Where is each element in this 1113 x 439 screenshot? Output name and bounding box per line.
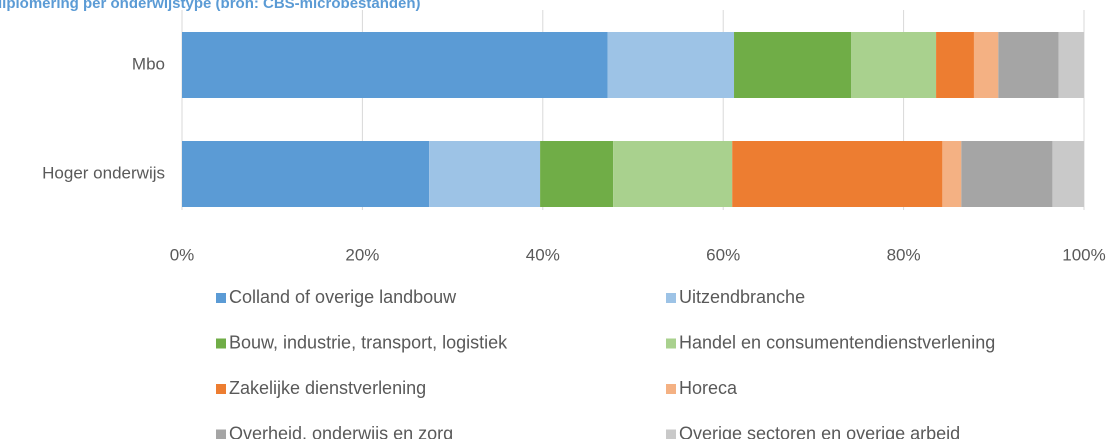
legend-label: Zakelijke dienstverlening [229,378,426,398]
x-tick-label: 80% [887,245,921,264]
x-tick-label: 0% [170,245,195,264]
y-tick-label: Hoger onderwijs [42,163,165,182]
bar-segment [182,141,430,207]
legend-label: Handel en consumentendienstverlening [679,332,995,352]
bar-segment [540,141,614,207]
legend-marker [666,429,676,439]
bar-segment [851,32,937,98]
bar-segment [1058,32,1084,98]
bar-segment [961,141,1053,207]
x-tick-label: 40% [526,245,560,264]
legend-label: Uitzendbranche [679,287,805,307]
bar-segment [942,141,962,207]
legend-label: Horeca [679,378,738,398]
legend-marker [666,384,676,394]
legend-label: Bouw, industrie, transport, logistiek [229,332,508,352]
legend-label: Colland of overige landbouw [229,287,457,307]
legend-marker [216,429,226,439]
legend-marker [216,293,226,303]
bar-segment [182,32,608,98]
legend-label: Overige sectoren en overige arbeid [679,423,960,439]
bar-segment [732,141,943,207]
bar-segment [998,32,1059,98]
x-tick-label: 100% [1062,245,1105,264]
legend-label: Overheid, onderwijs en zorg [229,423,453,439]
legend-marker [216,338,226,349]
y-tick-label: Mbo [132,54,165,73]
bar-segment [429,141,541,207]
bar-segment [734,32,852,98]
bar-segment [607,32,735,98]
legend-marker [666,338,676,349]
chart-title: diplomering per onderwijstype (bron: CBS… [0,0,421,12]
legend-marker [666,293,676,303]
x-tick-label: 20% [345,245,379,264]
x-tick-label: 60% [706,245,740,264]
bar-segment [613,141,733,207]
bar-segment [1052,141,1084,207]
legend-marker [216,384,226,394]
bar-segment [936,32,974,98]
bar-segment [973,32,999,98]
